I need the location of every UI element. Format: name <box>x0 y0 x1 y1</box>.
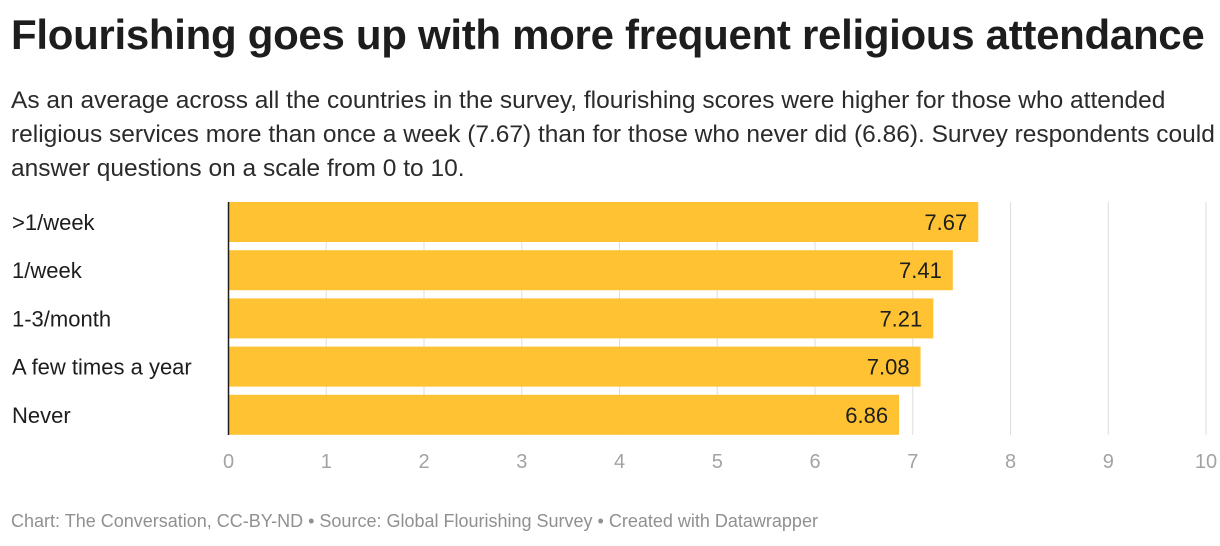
x-tick-label: 2 <box>418 451 429 473</box>
value-label: 7.08 <box>867 355 910 380</box>
x-tick-label: 6 <box>809 451 820 473</box>
source-credit: Chart: The Conversation, CC-BY-ND • Sour… <box>11 511 818 531</box>
bar-2 <box>228 298 934 339</box>
chart-subtitle: As an average across all the countries i… <box>11 87 1215 182</box>
bar-3 <box>228 346 921 387</box>
bars: >1/week 7.67 1/week 7.41 1-3/month 7.21 A few … <box>12 202 979 435</box>
x-tick-label: 0 <box>223 451 234 473</box>
x-axis-ticks: 0 1 2 3 4 5 6 7 8 9 10 <box>223 451 1217 473</box>
bar-1 <box>228 250 953 291</box>
x-tick-label: 10 <box>1195 451 1217 473</box>
value-label: 7.67 <box>924 210 967 235</box>
bar-0 <box>228 202 979 242</box>
bar-chart: >1/week 7.67 1/week 7.41 1-3/month 7.21 A few … <box>12 202 1217 473</box>
x-tick-label: 1 <box>321 451 332 473</box>
x-tick-label: 3 <box>516 451 527 473</box>
bar-4 <box>228 394 900 435</box>
x-tick-label: 5 <box>712 451 723 473</box>
x-tick-label: 8 <box>1005 451 1016 473</box>
category-label: >1/week <box>12 210 96 235</box>
category-label: 1-3/month <box>12 306 111 331</box>
x-tick-label: 9 <box>1103 451 1114 473</box>
value-label: 7.21 <box>879 306 922 331</box>
value-label: 6.86 <box>845 403 888 428</box>
category-label: Never <box>12 403 71 428</box>
x-tick-label: 7 <box>907 451 918 473</box>
category-label: 1/week <box>12 258 83 283</box>
chart-title: Flourishing goes up with more frequent r… <box>11 11 1205 58</box>
category-label: A few times a year <box>12 355 192 380</box>
x-tick-label: 4 <box>614 451 625 473</box>
value-label: 7.41 <box>899 258 942 283</box>
